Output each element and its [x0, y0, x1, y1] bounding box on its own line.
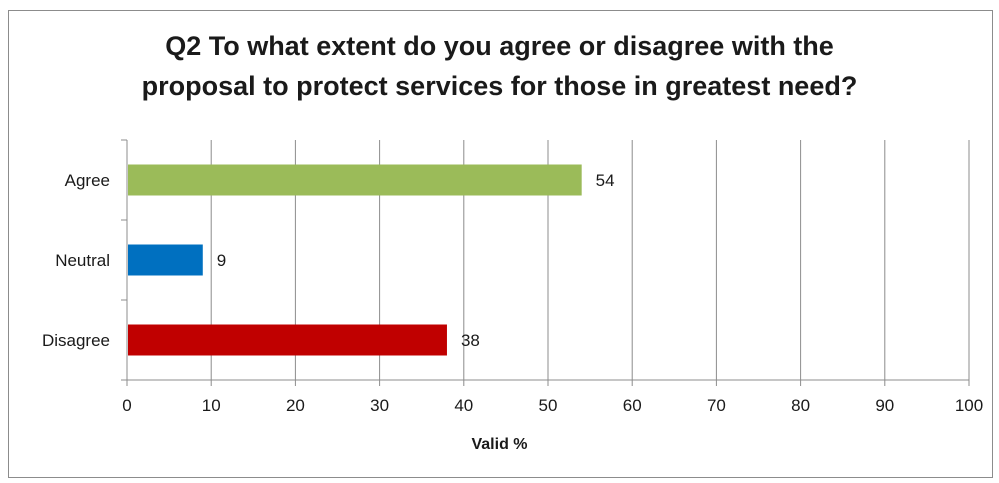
y-tick-label: Agree [65, 171, 110, 190]
chart-title: Q2 To what extent do you agree or disagr… [0, 26, 999, 106]
y-tick-label: Disagree [42, 331, 110, 350]
x-tick-label: 50 [539, 396, 558, 415]
x-axis-label: Valid % [471, 436, 528, 453]
y-tick-label: Neutral [55, 251, 110, 270]
x-tick-label: 100 [955, 396, 983, 415]
x-tick-label: 60 [623, 396, 642, 415]
x-tick-label: 90 [875, 396, 894, 415]
data-label: 38 [461, 331, 480, 350]
x-tick-label: 20 [286, 396, 305, 415]
bar-agree [128, 164, 582, 196]
chart-frame [8, 10, 993, 478]
chart-title-line-1: Q2 To what extent do you agree or disagr… [165, 31, 834, 61]
x-tick-label: 40 [454, 396, 473, 415]
x-tick-label: 10 [202, 396, 221, 415]
data-label: 54 [596, 171, 615, 190]
x-tick-label: 70 [707, 396, 726, 415]
x-tick-label: 0 [122, 396, 131, 415]
x-tick-label: 80 [791, 396, 810, 415]
bar-neutral [128, 244, 203, 276]
data-label: 9 [217, 251, 226, 270]
bar-disagree [128, 324, 447, 356]
chart-title-line-2: proposal to protect services for those i… [141, 71, 858, 101]
x-tick-label: 30 [370, 396, 389, 415]
